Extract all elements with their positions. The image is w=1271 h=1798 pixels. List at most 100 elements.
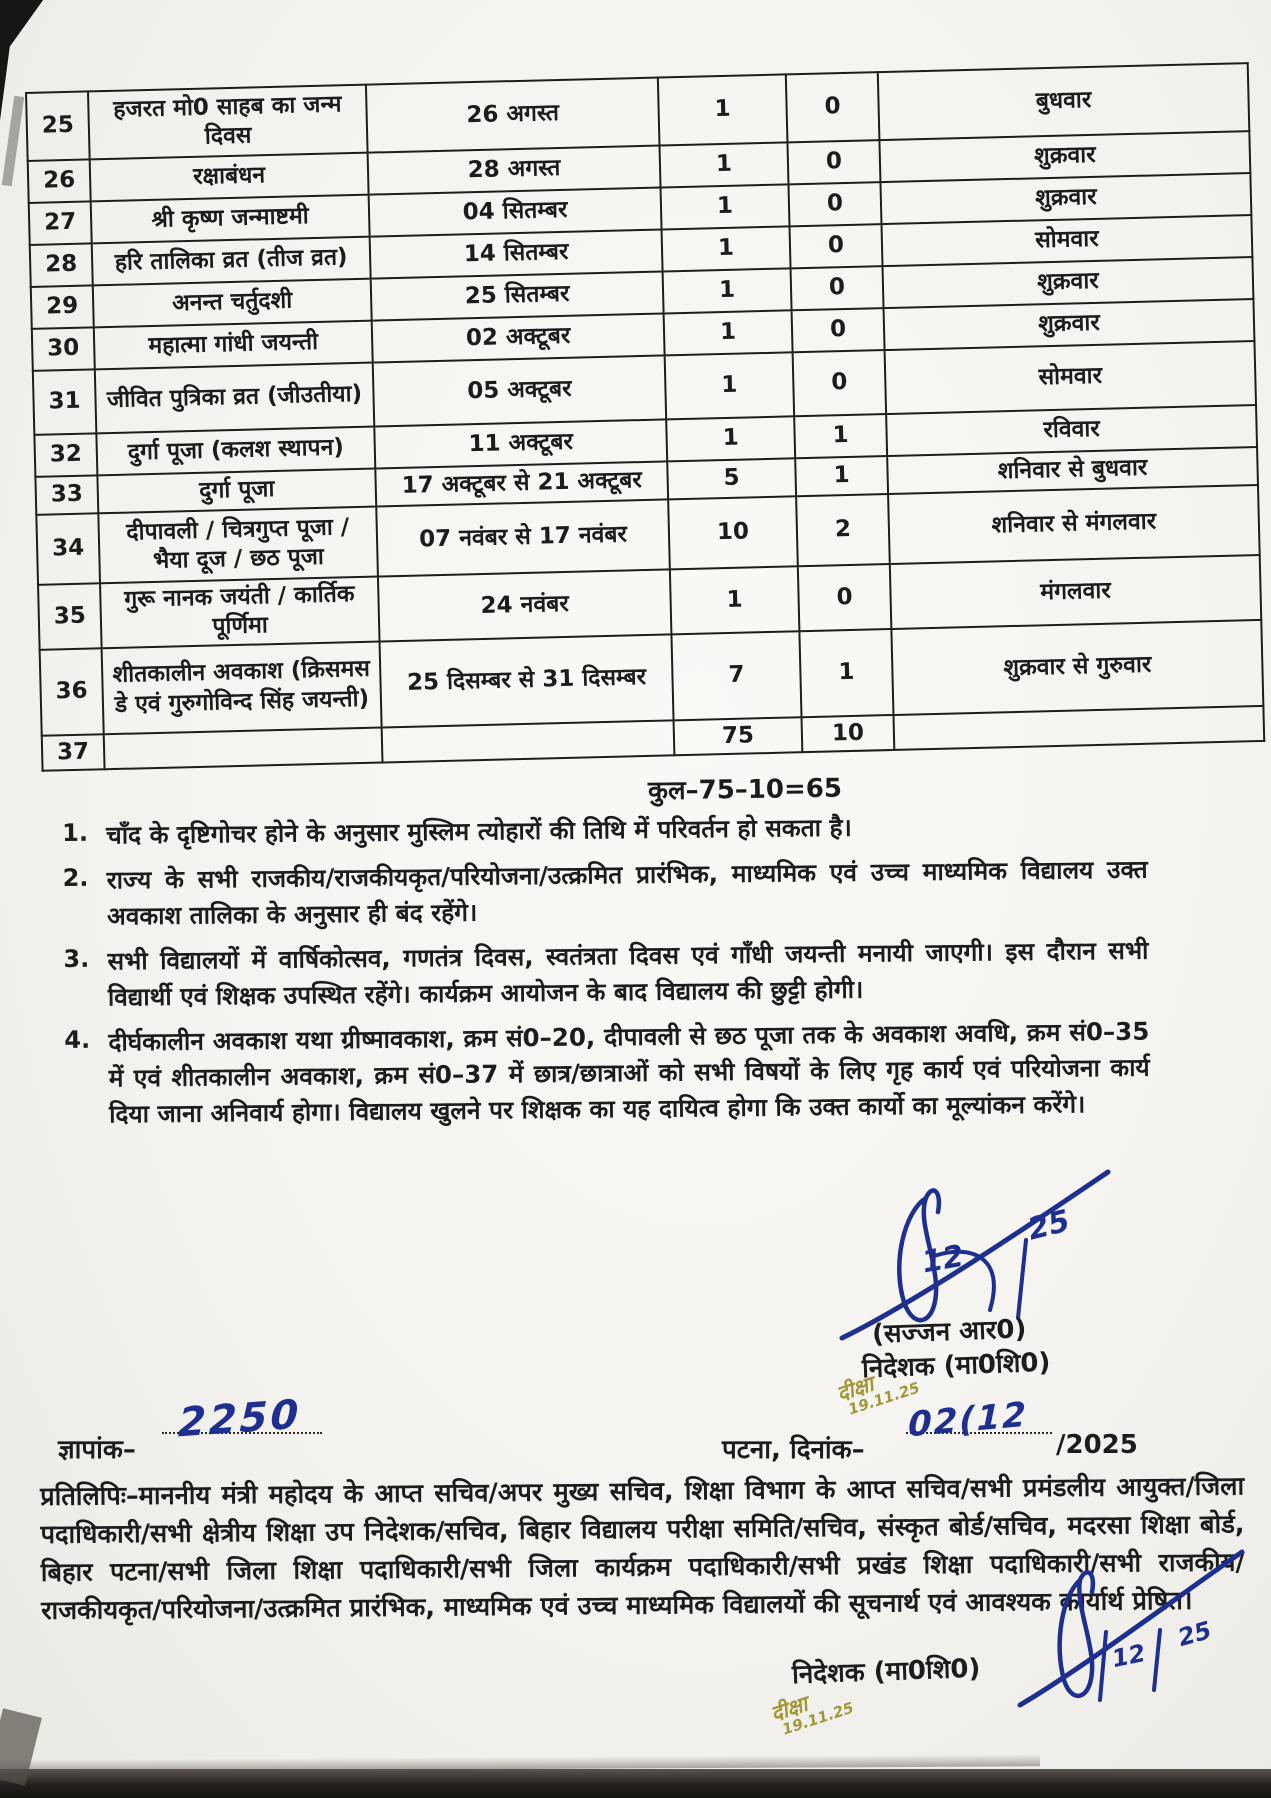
cell-sn: 31 (32, 369, 97, 435)
cell-name: रक्षाबंधन (89, 152, 369, 202)
cell-festival_days: 1 (799, 628, 894, 718)
notes-section: 1. चाँद के दृष्टिगोचर होने के अनुसार मुस… (62, 807, 1150, 1142)
cell-name: जीवित पुत्रिका व्रत (जीउतीया) (94, 362, 375, 434)
note-text: सभी विद्यालयों में वार्षिकोत्सव, गणतंत्र… (107, 935, 1149, 1012)
total-line: कुल–75–10=65 (647, 773, 843, 807)
date-handwritten: 02(12 (907, 1394, 1029, 1446)
place-date-label: पटना, दिनांक– (722, 1435, 865, 1465)
cell-sn: 26 (27, 159, 91, 203)
cell-festival_days: 1 (795, 456, 889, 497)
cell-date: 24 नवंबर (377, 569, 672, 642)
cell-weekday: शनिवार से मंगलवार (888, 484, 1260, 565)
cell-sn: 28 (29, 243, 93, 287)
cell-sn: 30 (31, 327, 95, 371)
cell-name: हरि तालिका व्रत (तीज व्रत) (91, 236, 371, 286)
cell-sn: 37 (41, 734, 105, 772)
cell-festival_days: 0 (791, 308, 885, 353)
cell-weekday (893, 705, 1265, 751)
cell-festival_days: 0 (790, 266, 884, 311)
note-text: चाँद के दृष्टिगोचर होने के अनुसार मुस्लि… (106, 812, 852, 850)
cell-name: दीपावली / चित्रगुप्त पूजा / भैया दूज / छ… (98, 506, 378, 584)
cell-weekday: शुक्रवार से गुरुवार (891, 619, 1264, 715)
cell-name: महात्मा गांधी जयन्ती (93, 320, 373, 370)
note-item: 1. चाँद के दृष्टिगोचर होने के अनुसार मुस… (62, 807, 1147, 854)
cell-date: 28 अगस्त (367, 145, 661, 195)
cell-name: श्री कृष्ण जन्माष्टमी (90, 194, 370, 244)
cell-festival_days: 0 (789, 224, 883, 269)
cell-festival_days: 1 (794, 414, 888, 459)
cell-days: 75 (673, 717, 803, 756)
note-number: 3. (63, 944, 90, 973)
note-item: 4. दीर्घकालीन अवकाश यथा ग्रीष्मावकाश, क्… (64, 1014, 1150, 1133)
cell-days: 1 (660, 184, 790, 230)
cell-name: अनन्त चर्तुदशी (92, 278, 372, 328)
cell-sn: 25 (26, 91, 90, 161)
cell-days: 5 (667, 458, 797, 500)
cell-days: 1 (663, 310, 793, 356)
year-printed: /2025 (1056, 1430, 1138, 1460)
cell-name: गुरू नानक जयंती / कार्तिक पूर्णिमा (100, 576, 380, 649)
cell-weekday: मंगलवार (889, 554, 1262, 629)
cell-days: 10 (668, 496, 798, 570)
cell-date: 11 अक्टूबर (374, 419, 668, 469)
cell-days: 7 (671, 631, 802, 721)
note-number: 2. (62, 863, 89, 892)
cell-festival_days: 0 (797, 564, 892, 632)
cell-festival_days: 0 (788, 182, 882, 227)
signature-inline-day: 12 (919, 1238, 967, 1281)
holiday-table-wrap: 25 हजरत मो0 साहब का जन्म दिवस 26 अगस्त 1 0 बु… (25, 62, 1265, 772)
cell-festival_days: 0 (792, 350, 887, 417)
cell-days: 1 (666, 416, 796, 462)
cell-date: 02 अक्टूबर (371, 313, 665, 363)
cell-date: 25 दिसम्बर से 31 दिसम्बर (379, 634, 674, 728)
note-number: 4. (64, 1025, 91, 1054)
cell-festival_days: 10 (801, 714, 895, 753)
cell-festival_days: 2 (796, 494, 890, 567)
cell-sn: 36 (39, 648, 104, 736)
cell-days: 1 (664, 352, 795, 420)
cell-date (381, 720, 675, 763)
note-text: राज्य के सभी राजकीय/राजकीयकृत/परियोजना/उ… (106, 854, 1148, 931)
holiday-table: 25 हजरत मो0 साहब का जन्म दिवस 26 अगस्त 1 0 बु… (25, 62, 1265, 772)
cell-days: 1 (661, 226, 791, 272)
cell-festival_days: 0 (787, 140, 881, 185)
cell-days: 1 (659, 142, 789, 188)
cell-sn: 35 (38, 583, 102, 650)
cell-sn: 29 (30, 285, 94, 329)
scan-artifact-bottom-edge (0, 1769, 1271, 1798)
cell-date: 25 सितम्बर (370, 271, 664, 321)
cell-weekday: सोमवार (884, 341, 1257, 415)
cell-name: हजरत मो0 साहब का जन्म दिवस (88, 84, 368, 160)
cell-days: 1 (669, 566, 800, 635)
memo-number-dotted-line (162, 1432, 322, 1434)
cell-date: 04 सितम्बर (368, 187, 662, 237)
cell-date: 14 सितम्बर (369, 229, 663, 279)
cell-days: 1 (662, 268, 792, 314)
cell-date: 07 नवंबर से 17 नवंबर (376, 499, 670, 577)
cell-name (103, 727, 383, 770)
cell-sn: 32 (34, 433, 98, 477)
cell-name: दुर्गा पूजा (कलश स्थापन) (96, 426, 376, 476)
cell-festival_days: 0 (785, 72, 880, 143)
note-text: दीर्घकालीन अवकाश यथा ग्रीष्मावकाश, क्रम … (108, 1016, 1150, 1129)
cell-sn: 34 (36, 513, 101, 585)
signature-scribble-2 (1017, 1549, 1245, 1708)
holiday-table-body: 25 हजरत मो0 साहब का जन्म दिवस 26 अगस्त 1 0 बु… (26, 63, 1265, 772)
note-item: 3. सभी विद्यालयों में वार्षिकोत्सव, गणतं… (63, 933, 1149, 1016)
memo-number-label: ज्ञापांक– (58, 1435, 136, 1465)
cell-weekday: बुधवार (877, 63, 1250, 141)
cell-date: 05 अक्टूबर (372, 355, 667, 427)
note-item: 2. राज्य के सभी राजकीय/राजकीयकृत/परियोजन… (62, 852, 1148, 935)
signature-scribble (839, 1169, 1111, 1341)
signatory-title-2: निदेशक (मा0शि0) (791, 1653, 981, 1691)
memo-number-handwritten: 2250 (177, 1391, 302, 1447)
cell-days: 1 (657, 74, 788, 146)
scan-artifact-left-edge (1, 95, 25, 187)
note-number: 1. (62, 818, 89, 847)
cell-date: 26 अगस्त (365, 77, 660, 153)
date-dotted-line (906, 1432, 1052, 1434)
cell-name: शीतकालीन अवकाश (क्रिसमस डे एवं गुरुगोविन… (101, 641, 382, 735)
cell-sn: 27 (28, 201, 92, 245)
cell-sn: 33 (35, 475, 99, 515)
